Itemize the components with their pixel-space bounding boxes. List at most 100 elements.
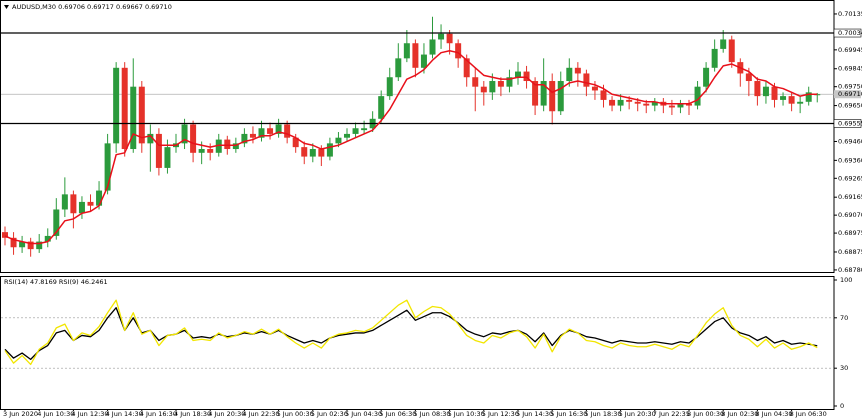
candle-body [626, 99, 633, 102]
candle-body [27, 241, 34, 250]
candle-body [130, 86, 137, 150]
candle-body [686, 103, 692, 106]
y-tick-label: 0.69845 [838, 65, 862, 73]
candle-body [207, 149, 214, 153]
moving-average [4, 50, 818, 245]
candle-body [318, 149, 325, 157]
candle-body [232, 143, 239, 150]
candle-body [651, 101, 658, 106]
price-panel-frame [0, 0, 835, 273]
x-tick-label: 4 Jun 18:30 [174, 410, 211, 418]
candle-body [361, 128, 368, 131]
candle-body [797, 101, 804, 104]
candle-body [609, 99, 616, 106]
candle-body [557, 81, 564, 112]
x-tick-label: 8 Jun 06:30 [790, 410, 827, 418]
candle-body [745, 73, 752, 82]
x-tick-label: 5 Jun 10:30 [448, 410, 485, 418]
candle-body [155, 133, 162, 168]
candle-body [267, 128, 274, 134]
x-tick-label: 4 Jun 20:30 [208, 410, 245, 418]
candle-body [668, 105, 675, 108]
candle-body [181, 124, 188, 144]
x-tick-label: 5 Jun 00:30 [277, 410, 314, 418]
candle-body [634, 101, 641, 104]
candle-body [566, 67, 573, 82]
candle-body [78, 201, 85, 214]
y-tick-label: 0.69945 [838, 46, 862, 54]
x-tick-label: 7 Jun 22:35 [653, 410, 690, 418]
x-tick-label: 4 Jun 22:30 [242, 410, 279, 418]
candle-body [805, 92, 812, 102]
candle-body [241, 133, 248, 144]
candle-body [10, 237, 17, 248]
candle-body [87, 201, 94, 206]
candle-body [335, 137, 342, 144]
candle-body [326, 143, 333, 157]
x-tick-label: 8 Jun 02:30 [721, 410, 758, 418]
y-tick-label: 30 [840, 364, 848, 372]
candle-body [2, 232, 8, 238]
candle-body [215, 139, 222, 153]
candle-body [600, 90, 607, 100]
level-label: 0.70034 [838, 29, 862, 37]
candle-body [164, 147, 171, 168]
x-tick-label: 8 Jun 00:30 [687, 410, 724, 418]
candle-body [352, 128, 359, 134]
chart-title: AUDUSD,M30 0.69706 0.69717 0.69667 0.697… [12, 3, 172, 11]
candle-body [292, 137, 299, 148]
candle-body [258, 128, 265, 138]
candle-body [36, 241, 43, 250]
candle-body [463, 58, 470, 78]
last-price-label: 0.69710 [838, 90, 862, 98]
rsi-panel-frame [0, 276, 835, 410]
title-arrow [4, 5, 9, 9]
candle-body [190, 124, 197, 153]
candle-body [344, 133, 350, 138]
y-tick-label: 0.69165 [838, 193, 862, 201]
candle-body [480, 86, 487, 93]
candle-body [70, 194, 77, 214]
x-tick-label: 5 Jun 14:30 [516, 410, 553, 418]
y-tick-label: 0 [840, 402, 844, 410]
x-tick-label: 5 Jun 16:30 [550, 410, 587, 418]
last-price-tag [834, 90, 861, 99]
candle-body [121, 67, 128, 150]
candle-body [506, 77, 513, 87]
candle-body [549, 81, 556, 112]
candle-body [44, 235, 51, 242]
candle-body [583, 73, 590, 87]
rsi-line [4, 299, 818, 366]
candle-body [104, 143, 111, 191]
candle-body [711, 48, 718, 68]
level-label: 0.69555 [838, 120, 862, 128]
x-tick-label: 5 Jun 02:30 [311, 410, 348, 418]
candle-body [643, 103, 650, 106]
candle-body [762, 86, 769, 97]
candle-body [446, 33, 453, 44]
candle-body [224, 139, 231, 150]
candle-body [515, 71, 521, 78]
y-tick-label: 0.68875 [838, 248, 862, 256]
candle-body [429, 39, 436, 55]
candle-body [284, 124, 291, 138]
candle-body [532, 81, 539, 106]
candle-body [53, 209, 60, 236]
candle-body [147, 133, 154, 144]
x-tick-label: 4 Jun 14:30 [106, 410, 143, 418]
rsi-title: RSI(14) 47.8169 RSI(9) 46.2461 [4, 278, 108, 286]
x-tick-label: 5 Jun 18:30 [584, 410, 621, 418]
candle-body [703, 67, 710, 87]
candle-body [472, 77, 479, 87]
x-tick-label: 5 Jun 20:30 [619, 410, 656, 418]
candle-body [386, 77, 393, 97]
candle-body [591, 86, 598, 91]
candle-body [412, 43, 419, 68]
candle-body [677, 103, 684, 108]
x-tick-label: 3 Jun 2020 [3, 410, 38, 418]
